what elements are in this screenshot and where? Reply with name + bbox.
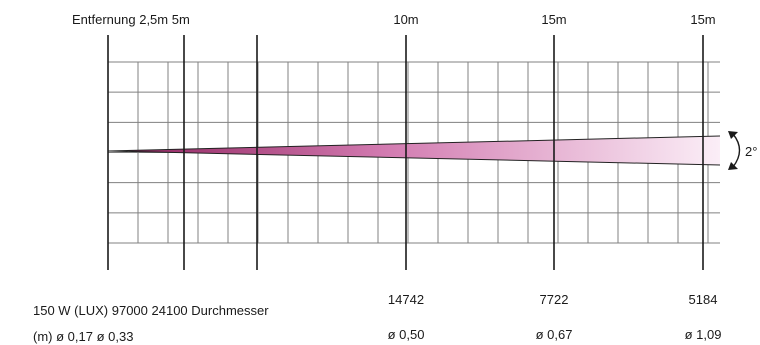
diameter-row-label: (m) ø 0,17 ø 0,33 — [33, 329, 134, 344]
distance-markers — [107, 35, 704, 270]
distance-15m-label-a: 15m — [541, 12, 567, 27]
diameter-15m-value-a: ø 0,67 — [535, 327, 573, 342]
lux-10m-value: 14742 — [387, 292, 425, 307]
beam-lower-edge — [107, 150, 721, 166]
light-beam — [108, 136, 720, 165]
lux-row-label: 150 W (LUX) 97000 24100 Durchmesser — [33, 303, 269, 318]
lux-15m-value-b: 5184 — [688, 292, 718, 307]
beam-upper-edge — [107, 135, 721, 152]
angle-arrow-icon — [728, 131, 741, 170]
distance-15m-label-b: 15m — [690, 12, 716, 27]
beam-angle-label: 2° — [745, 144, 758, 159]
lux-15m-value-a: 7722 — [539, 292, 569, 307]
diameter-15m-value-b: ø 1,09 — [684, 327, 722, 342]
distance-label: Entfernung 2,5m 5m — [72, 12, 190, 27]
diameter-10m-value: ø 0,50 — [387, 327, 425, 342]
distance-10m-label: 10m — [393, 12, 419, 27]
